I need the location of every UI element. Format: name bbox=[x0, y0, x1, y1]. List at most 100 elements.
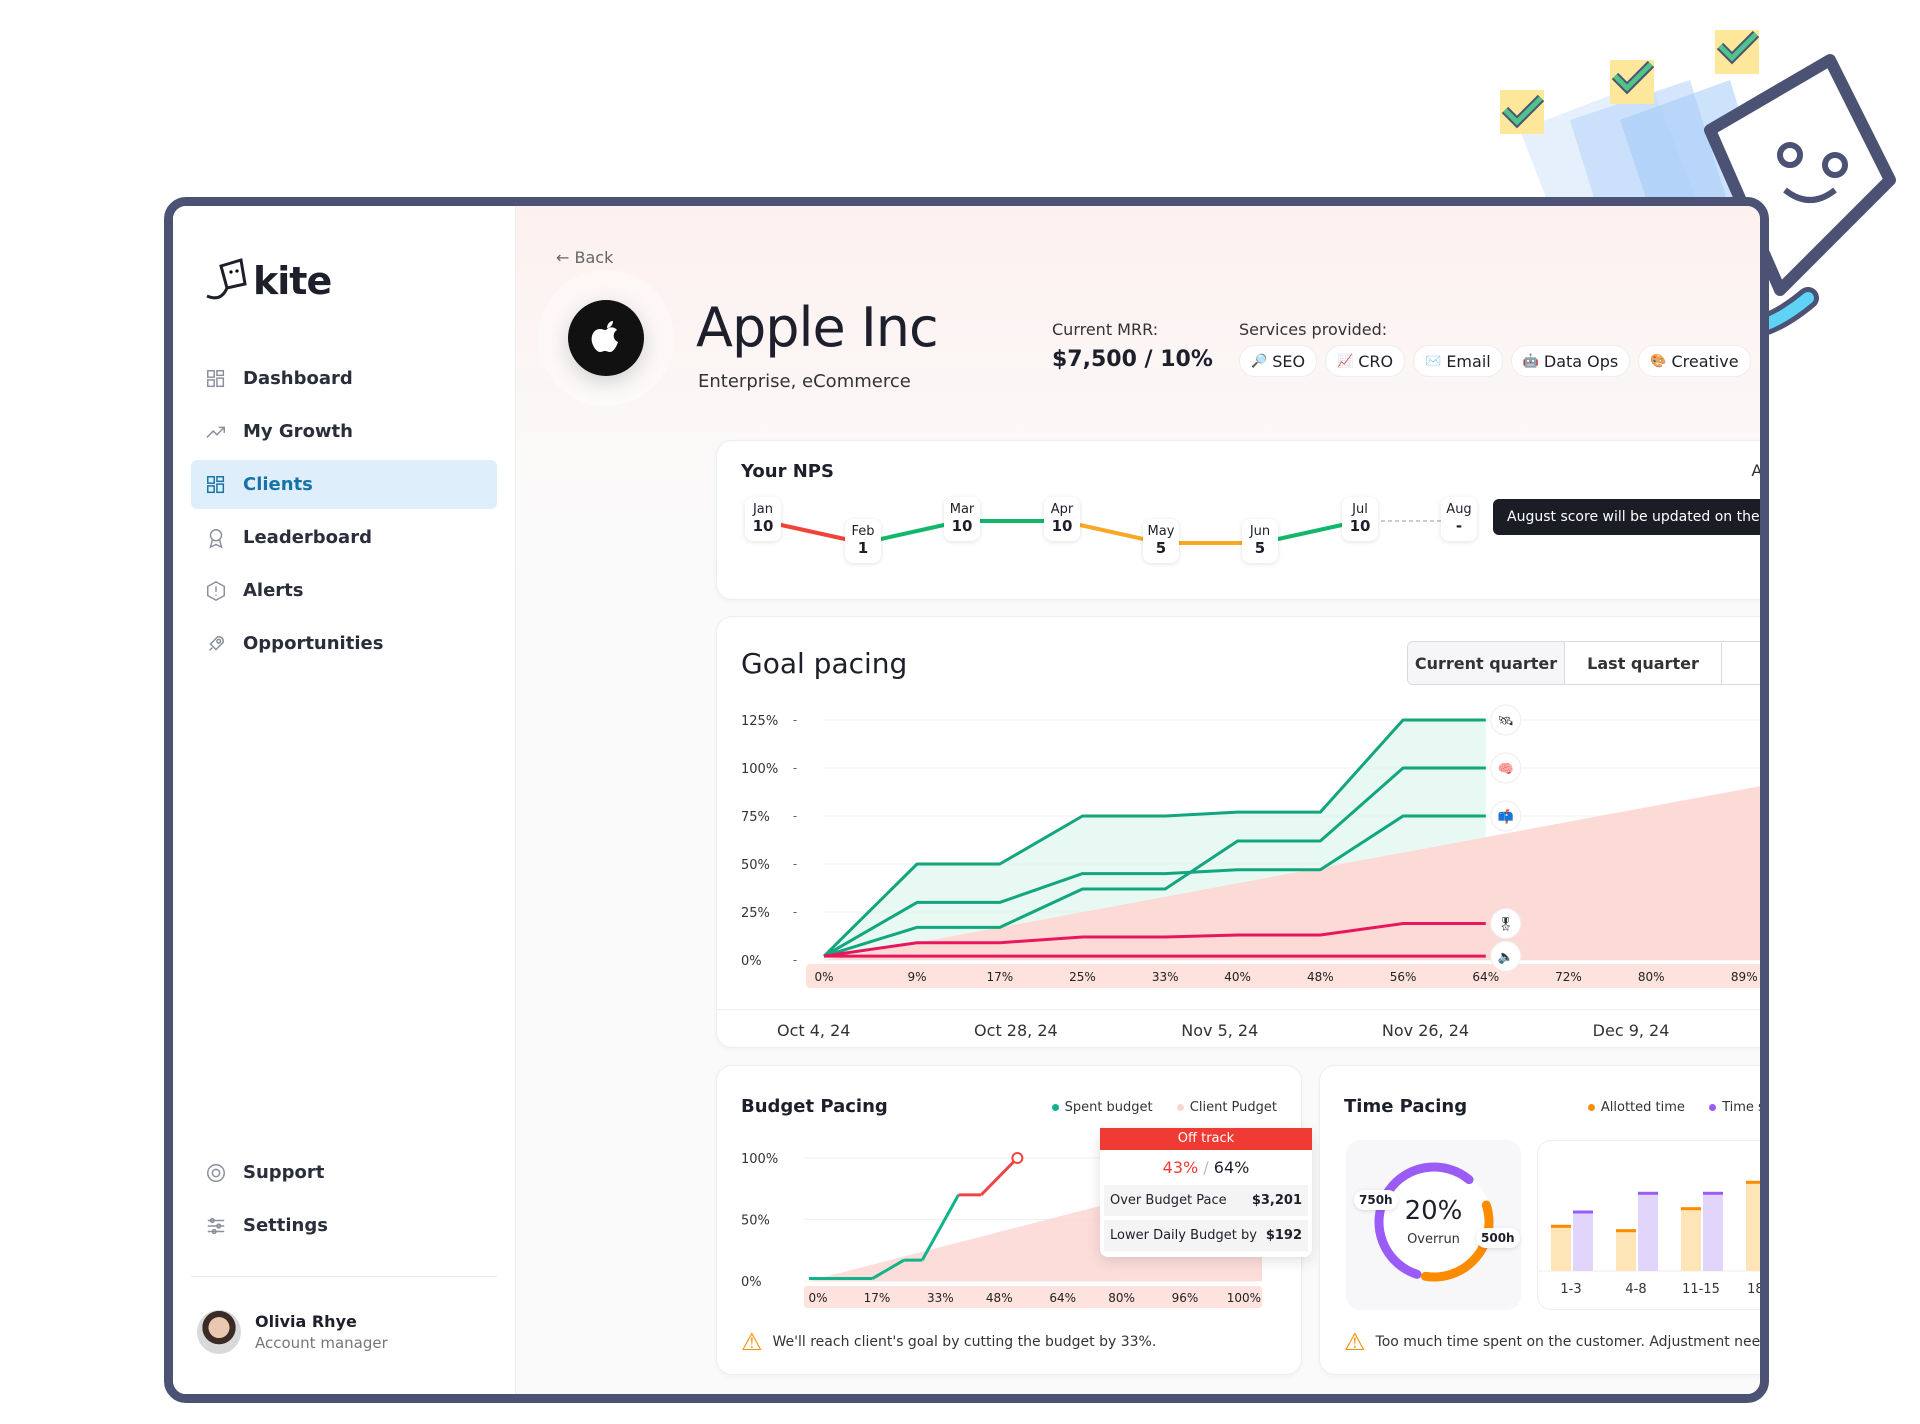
date-label: Oct 4, 24 bbox=[777, 1021, 851, 1040]
nps-point-jul[interactable]: Jul 10 bbox=[1342, 497, 1378, 541]
nps-point-may[interactable]: May 5 bbox=[1143, 519, 1179, 563]
nps-tooltip: August score will be updated on the 31st bbox=[1493, 499, 1760, 535]
nps-month: Jul bbox=[1352, 502, 1368, 517]
sidebar-item-leaderboard[interactable]: Leaderboard bbox=[191, 513, 497, 562]
nps-title: Your NPS bbox=[741, 461, 834, 482]
tooltip-row: Over Budget Pace $3,201 bbox=[1104, 1185, 1308, 1216]
service-label: SEO bbox=[1272, 351, 1306, 371]
series-end-marker bbox=[1490, 800, 1522, 832]
sidebar-item-label: Alerts bbox=[243, 580, 304, 601]
legend-client-budget: Client Pudget bbox=[1189, 1100, 1277, 1115]
y-tick-label: 0% bbox=[741, 1275, 762, 1290]
services-label: Services provided: bbox=[1239, 320, 1388, 339]
x-tick-label: 48% bbox=[986, 1291, 1013, 1305]
nps-point-mar[interactable]: Mar 10 bbox=[944, 497, 980, 541]
checkbox-icon bbox=[1715, 30, 1760, 74]
x-tick-label: 72% bbox=[1555, 970, 1582, 984]
x-tick-label: 17% bbox=[864, 1291, 891, 1305]
x-tick-label: 64% bbox=[1049, 1291, 1076, 1305]
date-label: Dec 9, 24 bbox=[1592, 1021, 1670, 1040]
service-chip: 🔎 SEO bbox=[1239, 345, 1318, 377]
warning-icon: ⚠ bbox=[741, 1328, 763, 1356]
nps-point-jan[interactable]: Jan 10 bbox=[745, 497, 781, 541]
goal-pacing-chart: 0% - 25% - 50% - 75% - 100% - 125% - 0% 9% 17% 25% 33% 40… bbox=[741, 704, 1760, 988]
nps-score: 5 bbox=[1254, 539, 1266, 557]
service-icon: 📈 bbox=[1337, 353, 1354, 369]
legend-dot bbox=[1709, 1104, 1717, 1111]
y-tick-mark: - bbox=[793, 809, 797, 823]
user-profile[interactable]: Olivia Rhye Account manager bbox=[197, 1310, 388, 1354]
y-tick-mark: - bbox=[793, 953, 797, 967]
legend-dot bbox=[1051, 1104, 1059, 1111]
bar-cap bbox=[1768, 1203, 1769, 1206]
goal-pacing-title: Goal pacing bbox=[741, 647, 908, 680]
checkbox-icon bbox=[1610, 60, 1655, 104]
time-pacing-card: Time Pacing Allotted time Time spent on … bbox=[1319, 1065, 1769, 1375]
budget-warning: ⚠ We'll reach client's goal by cutting th… bbox=[741, 1328, 1156, 1356]
bar-allotted bbox=[1616, 1229, 1636, 1271]
date-axis: Oct 4, 24 Oct 28, 24 Nov 5, 24 Nov 26, 24 De… bbox=[777, 1021, 1760, 1040]
mrr-label: Current MRR: bbox=[1052, 320, 1159, 339]
nps-point-jun[interactable]: Jun 5 bbox=[1242, 519, 1278, 563]
nps-month: May bbox=[1147, 524, 1175, 539]
y-tick-mark: - bbox=[793, 713, 797, 727]
logo[interactable]: kite bbox=[203, 256, 332, 306]
nps-month: Jan bbox=[752, 502, 774, 517]
user-name: Olivia Rhye bbox=[255, 1312, 357, 1331]
sidebar-item-dashboard[interactable]: Dashboard bbox=[191, 354, 497, 403]
spent-current-point bbox=[1011, 1152, 1024, 1164]
sidebar-item-label: Leaderboard bbox=[243, 527, 372, 548]
nps-score: 10 bbox=[1051, 517, 1073, 535]
tab-last-quarter[interactable]: Last quarter bbox=[1565, 642, 1722, 684]
bar-spent bbox=[1703, 1191, 1723, 1271]
nps-point-feb[interactable]: Feb 1 bbox=[845, 519, 881, 563]
sidebar-item-support[interactable]: Support bbox=[191, 1148, 497, 1197]
nps-average: Average NPS - 7 bbox=[1751, 461, 1762, 480]
series-line-3 bbox=[823, 814, 1486, 958]
bar-spent bbox=[1638, 1191, 1658, 1271]
x-tick-label: 33% bbox=[927, 1291, 954, 1305]
nps-point-aug[interactable]: Aug - bbox=[1441, 497, 1477, 541]
award-icon bbox=[209, 528, 223, 549]
service-label: Data Ops bbox=[1543, 351, 1619, 371]
service-chip: 🤖 Data Ops bbox=[1510, 345, 1631, 377]
sliders-icon bbox=[207, 1217, 225, 1234]
series-line-2 bbox=[823, 766, 1486, 958]
nps-month: Jun bbox=[1249, 524, 1271, 539]
series-icon: 🎖 bbox=[1498, 917, 1515, 933]
y-tick-mark: - bbox=[793, 761, 797, 775]
goal-area bbox=[824, 720, 1486, 960]
y-tick-label: 0% bbox=[741, 954, 762, 969]
sidebar-item-settings[interactable]: Settings bbox=[191, 1201, 497, 1250]
sidebar-item-my-growth[interactable]: My Growth bbox=[191, 407, 497, 456]
client-name: Apple Inc bbox=[696, 296, 939, 359]
tooltip-row-label: Lower Daily Budget by bbox=[1110, 1228, 1257, 1243]
service-icon: 🎨 bbox=[1650, 353, 1667, 369]
bar-cap bbox=[1638, 1191, 1658, 1195]
x-tick-label: 80% bbox=[1108, 1291, 1135, 1305]
sidebar-item-alerts[interactable]: Alerts bbox=[191, 566, 497, 615]
budget-pacing-card: Budget Pacing Spent budget Client Pudget… bbox=[716, 1065, 1312, 1375]
service-chip: 🎨 Creative bbox=[1638, 345, 1751, 377]
bar-spent bbox=[1573, 1210, 1593, 1271]
tooltip-row-value: $192 bbox=[1265, 1228, 1302, 1243]
date-label: Oct 28, 24 bbox=[974, 1021, 1058, 1040]
y-tick-label: 25% bbox=[741, 906, 770, 921]
tab-current-quarter[interactable]: Current quarter bbox=[1408, 642, 1565, 684]
x-axis-band bbox=[806, 964, 1760, 988]
back-link[interactable]: ← Back bbox=[556, 248, 613, 267]
x-tick-label: 100% bbox=[1227, 1291, 1261, 1305]
sidebar-item-opportunities[interactable]: Opportunities bbox=[191, 619, 497, 668]
budget-actual: 43% bbox=[1162, 1158, 1199, 1177]
period-tabs: Current quarter Last quarter Previous bbox=[1407, 641, 1760, 685]
y-tick-mark: - bbox=[793, 905, 797, 919]
arrow-left-icon: ← bbox=[556, 248, 575, 267]
nps-score: - bbox=[1455, 517, 1463, 535]
x-tick-label: 56% bbox=[1390, 970, 1417, 984]
sidebar-item-label: Opportunities bbox=[243, 633, 384, 654]
time-warning-text: Too much time spent on the customer. Adj… bbox=[1375, 1334, 1769, 1350]
nps-point-apr[interactable]: Apr 10 bbox=[1044, 497, 1080, 541]
app-window: kite Dashboard My Growth Clients Leaderboar… bbox=[164, 197, 1769, 1403]
services-list: 🔎 SEO 📈 CRO ✉️ Email 🤖 Data Ops 🎨 Creative bbox=[1239, 345, 1759, 377]
sidebar-item-clients[interactable]: Clients bbox=[191, 460, 497, 509]
